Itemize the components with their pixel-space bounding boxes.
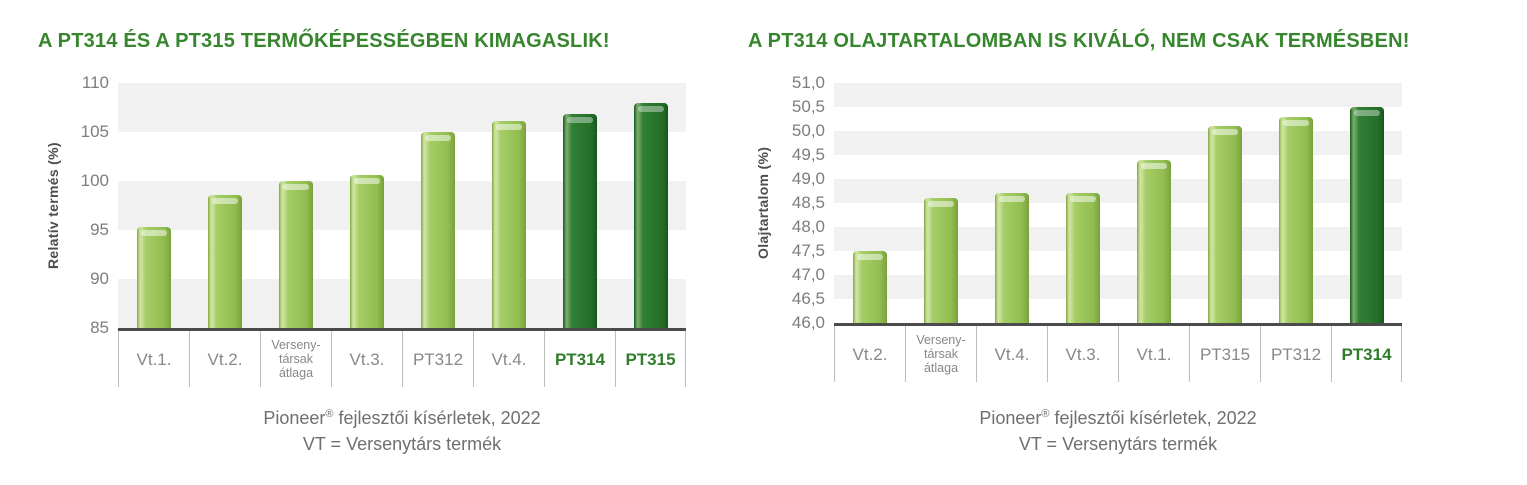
y-axis-ticks: 110 105 100 95 90 85 — [68, 74, 118, 337]
x-label-text: társak — [278, 352, 314, 366]
registered-mark-icon: ® — [1041, 408, 1050, 420]
x-label-vt-2: Vt.2. — [189, 331, 260, 387]
chart-area: Relatív termés (%) 110 105 100 95 90 85 Vt.1.… — [38, 74, 738, 387]
x-label-versenyt-rsak-tlaga: Verseny-társak átlaga — [260, 331, 331, 387]
x-label-text: Vt.1. — [1136, 344, 1172, 364]
bar-vt-2 — [208, 195, 242, 328]
bar-vt-3 — [1066, 193, 1100, 323]
x-label-text: PT312 — [412, 349, 464, 369]
oil-content-chart-section: A PT314 OLAJTARTALOMBAN IS KIVÁLÓ, NEM C… — [748, 30, 1448, 457]
x-label-text: PT315 — [625, 349, 676, 369]
chart-area: Olajtartalom (%) 51,0 50,5 50,0 49,5 49,0 48,… — [748, 74, 1448, 382]
caption-brand: Pioneer — [979, 408, 1042, 428]
x-label-text: Vt.2. — [852, 344, 888, 364]
y-tick-label: 46,5 — [791, 289, 825, 308]
x-label-text: PT312 — [1270, 344, 1322, 364]
plot-area — [834, 83, 1402, 326]
y-tick-label: 85 — [90, 318, 109, 337]
bar-versenyt-rsak-tlaga — [924, 198, 958, 323]
caption-rest: fejlesztői kísérletek, 2022 — [333, 408, 541, 428]
x-label-text: átlaga — [923, 361, 959, 375]
x-axis-labels: Vt.1. Vt.2. Verseny-társak átlaga Vt.3. PT312… — [118, 331, 686, 387]
x-label-pt314: PT314 — [544, 331, 615, 387]
caption-legend-line: VT = Versenytárs termék — [302, 434, 502, 454]
x-label-text: Vt.4. — [994, 344, 1030, 364]
caption-legend-line: VT = Versenytárs termék — [1018, 434, 1218, 454]
x-label-text: átlaga — [278, 366, 314, 380]
y-tick-label: 100 — [80, 171, 109, 190]
bar-vt-2 — [853, 251, 887, 323]
x-label-text: Vt.3. — [349, 349, 385, 369]
y-axis-title: Relatív termés (%) — [45, 142, 61, 269]
x-label-text: Vt.4. — [491, 349, 527, 369]
x-label-text: Vt.3. — [1065, 344, 1101, 364]
x-label-pt315: PT315 — [615, 331, 686, 387]
x-label-vt-2: Vt.2. — [834, 326, 905, 382]
caption-source-line: Pioneer® fejlesztői kísérletek, 2022 — [118, 401, 686, 431]
x-label-pt312: PT312 — [1260, 326, 1331, 382]
x-label-text: társak — [923, 347, 959, 361]
bar-vt-3 — [350, 175, 384, 328]
y-tick-label: 90 — [90, 269, 109, 288]
bar-vt-1 — [137, 227, 171, 328]
y-tick-label: 49,0 — [791, 169, 825, 188]
x-label-vt-4: Vt.4. — [473, 331, 544, 387]
y-tick-label: 47,0 — [791, 265, 825, 284]
y-axis-title: Olajtartalom (%) — [755, 146, 771, 260]
caption-brand: Pioneer — [263, 408, 326, 428]
x-label-vt-1: Vt.1. — [1118, 326, 1189, 382]
caption-source-line: Pioneer® fejlesztői kísérletek, 2022 — [834, 401, 1402, 431]
x-label-pt312: PT312 — [402, 331, 473, 387]
bar-vt-4 — [492, 121, 526, 328]
x-label-text: Vt.1. — [136, 349, 172, 369]
bar-versenyt-rsak-tlaga — [279, 181, 313, 328]
y-tick-label: 48,0 — [791, 217, 825, 236]
y-tick-label: 110 — [81, 73, 109, 92]
bar-pt314 — [563, 114, 597, 328]
caption-rest: fejlesztői kísérletek, 2022 — [1049, 408, 1257, 428]
x-label-vt-3: Vt.3. — [1047, 326, 1118, 382]
x-label-text: Verseny- — [271, 338, 321, 352]
x-axis-labels: Vt.2. Verseny-társak átlaga Vt.4. Vt.3. Vt.1.… — [834, 326, 1402, 382]
bar-pt312 — [1279, 117, 1313, 323]
bar-vt-1 — [1137, 160, 1171, 323]
bar-pt314 — [1350, 107, 1384, 323]
x-label-vt-1: Vt.1. — [118, 331, 189, 387]
x-label-text: PT314 — [1341, 344, 1392, 364]
bar-vt-4 — [995, 193, 1029, 323]
chart-caption: Pioneer® fejlesztői kísérletek, 2022 VT … — [834, 401, 1402, 457]
y-tick-label: 95 — [90, 220, 109, 239]
y-tick-label: 48,5 — [791, 193, 825, 212]
plot-area — [118, 83, 686, 331]
x-label-versenyt-rsak-tlaga: Verseny-társak átlaga — [905, 326, 976, 382]
bar-pt312 — [421, 132, 455, 328]
chart-caption: Pioneer® fejlesztői kísérletek, 2022 VT … — [118, 401, 686, 457]
plot-column: Vt.2. Verseny-társak átlaga Vt.4. Vt.3. Vt.1.… — [834, 83, 1402, 382]
x-label-pt315: PT315 — [1189, 326, 1260, 382]
x-label-text: PT314 — [554, 349, 606, 369]
bar-pt315 — [1208, 126, 1242, 323]
x-label-text: Verseny- — [916, 333, 966, 347]
y-tick-label: 46,0 — [791, 313, 825, 332]
x-label-text: PT315 — [1199, 344, 1251, 364]
chart-title: A PT314 OLAJTARTALOMBAN IS KIVÁLÓ, NEM C… — [748, 30, 1410, 52]
bar-pt315 — [634, 103, 668, 328]
y-tick-label: 105 — [80, 122, 109, 141]
y-tick-label: 47,5 — [791, 241, 825, 260]
plot-column: Vt.1. Vt.2. Verseny-társak átlaga Vt.3. PT312… — [118, 83, 686, 387]
y-tick-label: 49,5 — [791, 145, 825, 164]
y-tick-label: 50,5 — [791, 97, 825, 116]
x-label-vt-3: Vt.3. — [331, 331, 402, 387]
y-axis-ticks: 51,0 50,5 50,0 49,5 49,0 48,5 48,0 47,5 47,0 46,5… — [778, 74, 834, 332]
yield-chart-section: A PT314 ÉS A PT315 TERMŐKÉPESSÉGBEN KIMA… — [38, 30, 738, 457]
x-label-pt314: PT314 — [1331, 326, 1402, 382]
x-label-text: Vt.2. — [207, 349, 243, 369]
x-label-vt-4: Vt.4. — [976, 326, 1047, 382]
registered-mark-icon: ® — [325, 408, 334, 420]
chart-title: A PT314 ÉS A PT315 TERMŐKÉPESSÉGBEN KIMA… — [38, 30, 610, 52]
y-tick-label: 50,0 — [791, 121, 825, 140]
y-tick-label: 51,0 — [791, 73, 825, 92]
